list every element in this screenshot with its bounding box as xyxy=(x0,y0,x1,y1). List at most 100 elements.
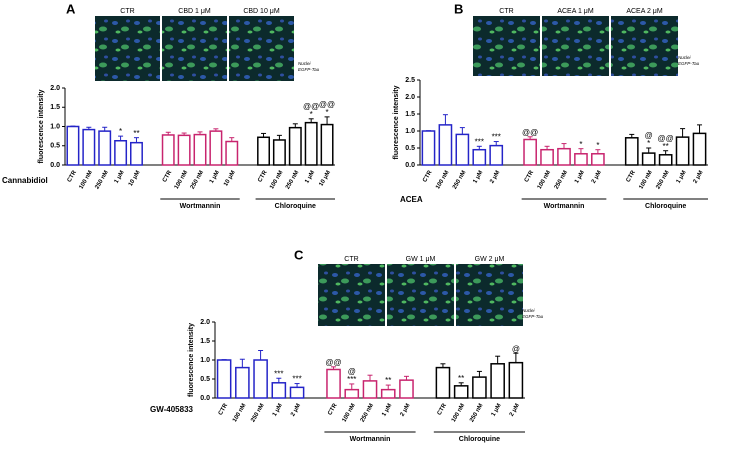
bar xyxy=(523,138,537,166)
x-tick-label: 250 nM xyxy=(190,170,205,191)
panel-letter: A xyxy=(66,1,76,16)
image-label: GW 2 μM xyxy=(475,256,505,263)
bar xyxy=(574,153,588,166)
x-tick-label: 10 μM xyxy=(128,170,142,188)
x-tick-label: 1 μM xyxy=(491,403,503,418)
bar xyxy=(591,153,605,166)
bar xyxy=(216,359,232,399)
bar xyxy=(235,366,250,399)
bar xyxy=(161,134,175,166)
bar xyxy=(82,128,96,166)
x-tick-label: 1 μM xyxy=(272,403,284,418)
x-tick-label: 1 μM xyxy=(472,170,484,185)
micrograph xyxy=(95,16,160,81)
x-tick-label: 100 nM xyxy=(638,170,653,191)
treatment-label: GW-405833 xyxy=(150,405,194,414)
bar xyxy=(320,123,334,166)
micrograph xyxy=(387,264,454,326)
significance-label: * xyxy=(325,108,328,117)
legend-label: EGFP-Tau xyxy=(522,314,544,319)
y-tick-label: 1.5 xyxy=(50,104,60,111)
y-tick-label: 0.5 xyxy=(200,376,210,383)
bar xyxy=(421,130,436,166)
significance-label: ** xyxy=(663,142,669,151)
bar xyxy=(288,126,302,166)
legend-label: Nuclei xyxy=(298,61,312,66)
image-label: CTR xyxy=(344,256,358,263)
x-tick-label: 100 nM xyxy=(174,170,189,191)
bar xyxy=(624,137,639,166)
image-label: ACEA 2 μM xyxy=(626,8,662,15)
y-tick-label: 2.5 xyxy=(405,77,415,84)
x-tick-label: 100 nM xyxy=(232,403,247,424)
group-label: Chloroquine xyxy=(459,436,500,443)
y-tick-label: 0.5 xyxy=(50,143,60,150)
x-tick-label: 1 μM xyxy=(114,170,126,185)
y-tick-label: 0.5 xyxy=(405,145,415,152)
bar xyxy=(225,140,239,166)
micrograph xyxy=(611,16,678,76)
significance-label: * xyxy=(119,127,122,136)
significance-label: * xyxy=(310,110,313,119)
significance-label: @ xyxy=(645,131,653,140)
significance-label: *** xyxy=(492,133,501,142)
x-tick-label: 250 nM xyxy=(285,170,300,191)
bar xyxy=(472,148,487,166)
y-tick-label: 1.5 xyxy=(200,338,210,345)
micrograph xyxy=(473,16,540,76)
x-tick-label: 10 μM xyxy=(223,170,237,188)
bar xyxy=(508,361,524,399)
y-tick-label: 0.0 xyxy=(50,162,60,169)
legend-label: EGFP-Tau xyxy=(678,61,700,66)
significance-label: *** xyxy=(274,369,283,378)
y-axis-label: fluorescence intensity xyxy=(38,89,45,163)
x-tick-label: 250 nM xyxy=(452,170,467,191)
significance-label: *** xyxy=(292,375,301,384)
bar xyxy=(399,379,414,399)
panel-letter: C xyxy=(294,247,304,262)
bar xyxy=(557,147,571,166)
bar xyxy=(453,385,469,399)
x-tick-label: CTR xyxy=(218,402,230,416)
y-tick-label: 1.0 xyxy=(50,123,60,130)
x-tick-label: CTR xyxy=(437,402,449,416)
bar xyxy=(289,386,305,399)
image-label: CBD 10 μM xyxy=(243,8,279,15)
significance-label: @@ xyxy=(522,128,538,137)
x-tick-label: 100 nM xyxy=(341,403,356,424)
x-tick-label: 2 μM xyxy=(693,170,705,185)
legend-label: EGFP-Tau xyxy=(298,67,320,72)
bar xyxy=(130,141,143,166)
treatment-label: Cannabidiol xyxy=(2,176,48,185)
significance-label: ** xyxy=(133,129,139,138)
legend-label: Nuclei xyxy=(522,308,536,313)
bar xyxy=(658,154,673,166)
bar xyxy=(209,130,223,166)
significance-label: @@ xyxy=(325,358,341,367)
image-label: CBD 1 μM xyxy=(178,8,211,15)
y-axis-label: fluorescence intensity xyxy=(393,85,400,159)
significance-label: @@ xyxy=(658,134,674,143)
bar xyxy=(344,388,360,399)
x-tick-label: 100 nM xyxy=(269,170,284,191)
x-tick-label: 100 nM xyxy=(537,170,552,191)
x-tick-label: 2 μM xyxy=(591,170,603,185)
x-tick-label: 250 nM xyxy=(554,170,569,191)
x-tick-label: CTR xyxy=(422,169,434,183)
x-tick-label: 1 μM xyxy=(304,170,316,185)
x-tick-label: CTR xyxy=(162,169,174,183)
bar xyxy=(193,133,207,166)
y-tick-label: 2.0 xyxy=(50,85,60,92)
bar xyxy=(540,148,554,166)
significance-label: *** xyxy=(347,375,356,384)
micrograph xyxy=(542,16,609,76)
bar xyxy=(455,133,470,166)
bar xyxy=(490,363,505,399)
image-label: GW 1 μM xyxy=(406,256,436,263)
y-tick-label: 1.0 xyxy=(200,357,210,364)
bar xyxy=(489,144,504,166)
group-label: Wortmannin xyxy=(544,203,585,210)
image-label: CTR xyxy=(120,8,134,15)
bar xyxy=(692,132,707,166)
